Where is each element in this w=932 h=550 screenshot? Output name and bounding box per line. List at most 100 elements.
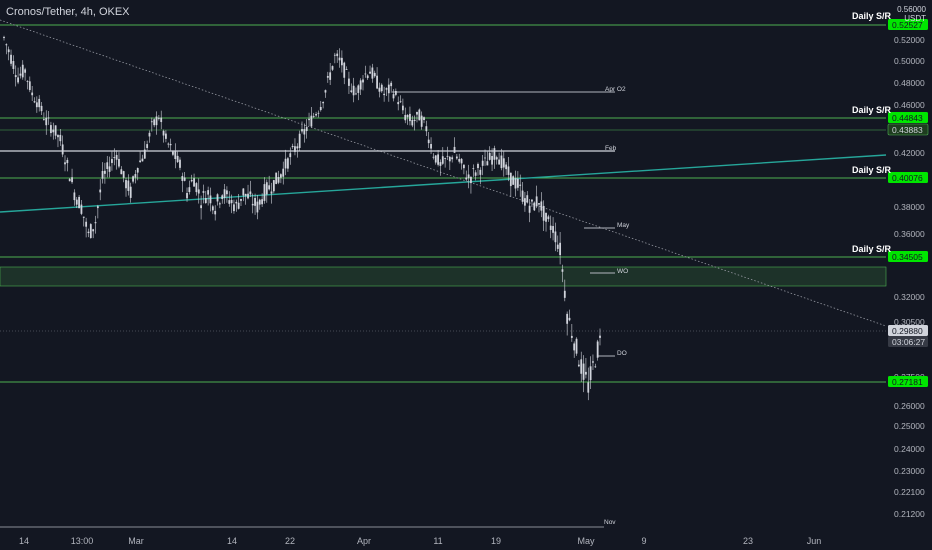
candle-body	[554, 231, 557, 243]
candle-body	[387, 84, 390, 94]
candle-body	[99, 189, 102, 193]
candle-body	[47, 117, 50, 119]
candle-body	[183, 177, 186, 181]
candle-body	[538, 203, 540, 205]
y-tick-label: 0.48000	[894, 78, 925, 88]
candle-body	[143, 149, 146, 159]
candle-body	[127, 180, 130, 191]
candle-body	[453, 146, 456, 153]
candle-body	[474, 172, 477, 176]
candle-body	[559, 242, 562, 256]
candle-body	[563, 290, 566, 298]
candle-body	[169, 143, 172, 146]
candle-body	[343, 62, 346, 78]
candle-body	[254, 197, 256, 206]
candle-body	[338, 57, 341, 61]
candle-body	[570, 335, 573, 338]
candle-body	[484, 157, 486, 159]
candle-body	[134, 174, 137, 178]
price-label-text: 0.34505	[892, 252, 923, 262]
candle-body	[54, 125, 57, 136]
x-tick-label: 9	[641, 536, 646, 546]
x-tick-label: 19	[491, 536, 501, 546]
candle-body	[211, 206, 214, 211]
candle-body	[85, 221, 88, 227]
candle-body	[582, 363, 585, 380]
candle-body	[596, 341, 599, 358]
price-label-text: 0.43883	[892, 125, 923, 135]
candle-body	[333, 54, 336, 56]
candle-body	[10, 54, 12, 64]
candle-body	[500, 155, 503, 169]
level-label: Nov	[604, 519, 616, 526]
candle-body	[348, 78, 350, 86]
candle-body	[96, 206, 99, 209]
candle-body	[524, 198, 526, 206]
candle-body	[165, 133, 167, 139]
candle-body	[125, 180, 127, 189]
candle-body	[561, 269, 564, 272]
candle-body	[289, 153, 292, 158]
candle-body	[434, 155, 437, 163]
candle-body	[122, 171, 125, 178]
y-tick-label: 0.23000	[894, 466, 925, 476]
x-tick-label: 13:00	[71, 536, 94, 546]
daily-sr-label: Daily S/R	[852, 165, 892, 175]
candle-body	[24, 69, 27, 73]
candle-body	[132, 176, 134, 182]
candle-body	[279, 174, 282, 178]
candle-body	[380, 84, 383, 92]
candle-body	[519, 184, 522, 186]
candle-body	[73, 192, 76, 201]
price-label-box	[888, 325, 928, 336]
price-label-text: 03:06:27	[892, 337, 925, 347]
x-tick-label: 11	[433, 536, 442, 546]
candle-body	[552, 226, 554, 233]
candle-body	[345, 69, 348, 70]
candle-body	[17, 77, 19, 83]
candle-body	[416, 111, 418, 115]
candle-body	[329, 72, 332, 80]
candle-body	[322, 102, 325, 104]
trend-lines	[0, 19, 887, 357]
candle-body	[101, 170, 104, 179]
candle-body	[507, 166, 510, 175]
candle-body	[179, 159, 181, 168]
candle-body	[75, 199, 78, 205]
candle-body	[491, 156, 493, 165]
candle-body	[111, 159, 113, 163]
candle-body	[573, 343, 576, 351]
candle-body	[284, 158, 287, 169]
candle-body	[207, 190, 210, 195]
candle-body	[150, 121, 153, 123]
candle-body	[52, 129, 55, 133]
candle-body	[425, 126, 428, 132]
candle-body	[303, 129, 306, 135]
candle-body	[106, 162, 109, 169]
candle-body	[397, 102, 400, 105]
currency: USDT	[904, 14, 926, 23]
candle-body	[448, 156, 451, 162]
candle-body	[315, 114, 317, 116]
time-axis: 14 13:00 Mar 14 22 Apr 11 19 May 9 23 Jun	[19, 536, 821, 546]
candle-body	[357, 85, 360, 93]
candle-body	[298, 133, 301, 148]
candle-body	[80, 204, 83, 214]
candle-body	[33, 101, 36, 103]
candle-body	[233, 204, 235, 212]
price-label-box	[888, 376, 928, 387]
currency-label: 0.56000 USDT	[897, 5, 926, 23]
candle-body	[427, 139, 430, 144]
candle-body	[364, 73, 367, 75]
y-tick-label: 0.25000	[894, 421, 925, 431]
candle-body	[148, 132, 151, 137]
candle-body	[580, 359, 583, 374]
candle-body	[308, 118, 310, 121]
candle-body	[146, 144, 149, 148]
candle-body	[296, 146, 299, 149]
candle-body	[141, 158, 144, 162]
supply-zone	[0, 266, 887, 287]
level-label: Apr O2	[605, 86, 626, 93]
candle-body	[378, 87, 381, 92]
